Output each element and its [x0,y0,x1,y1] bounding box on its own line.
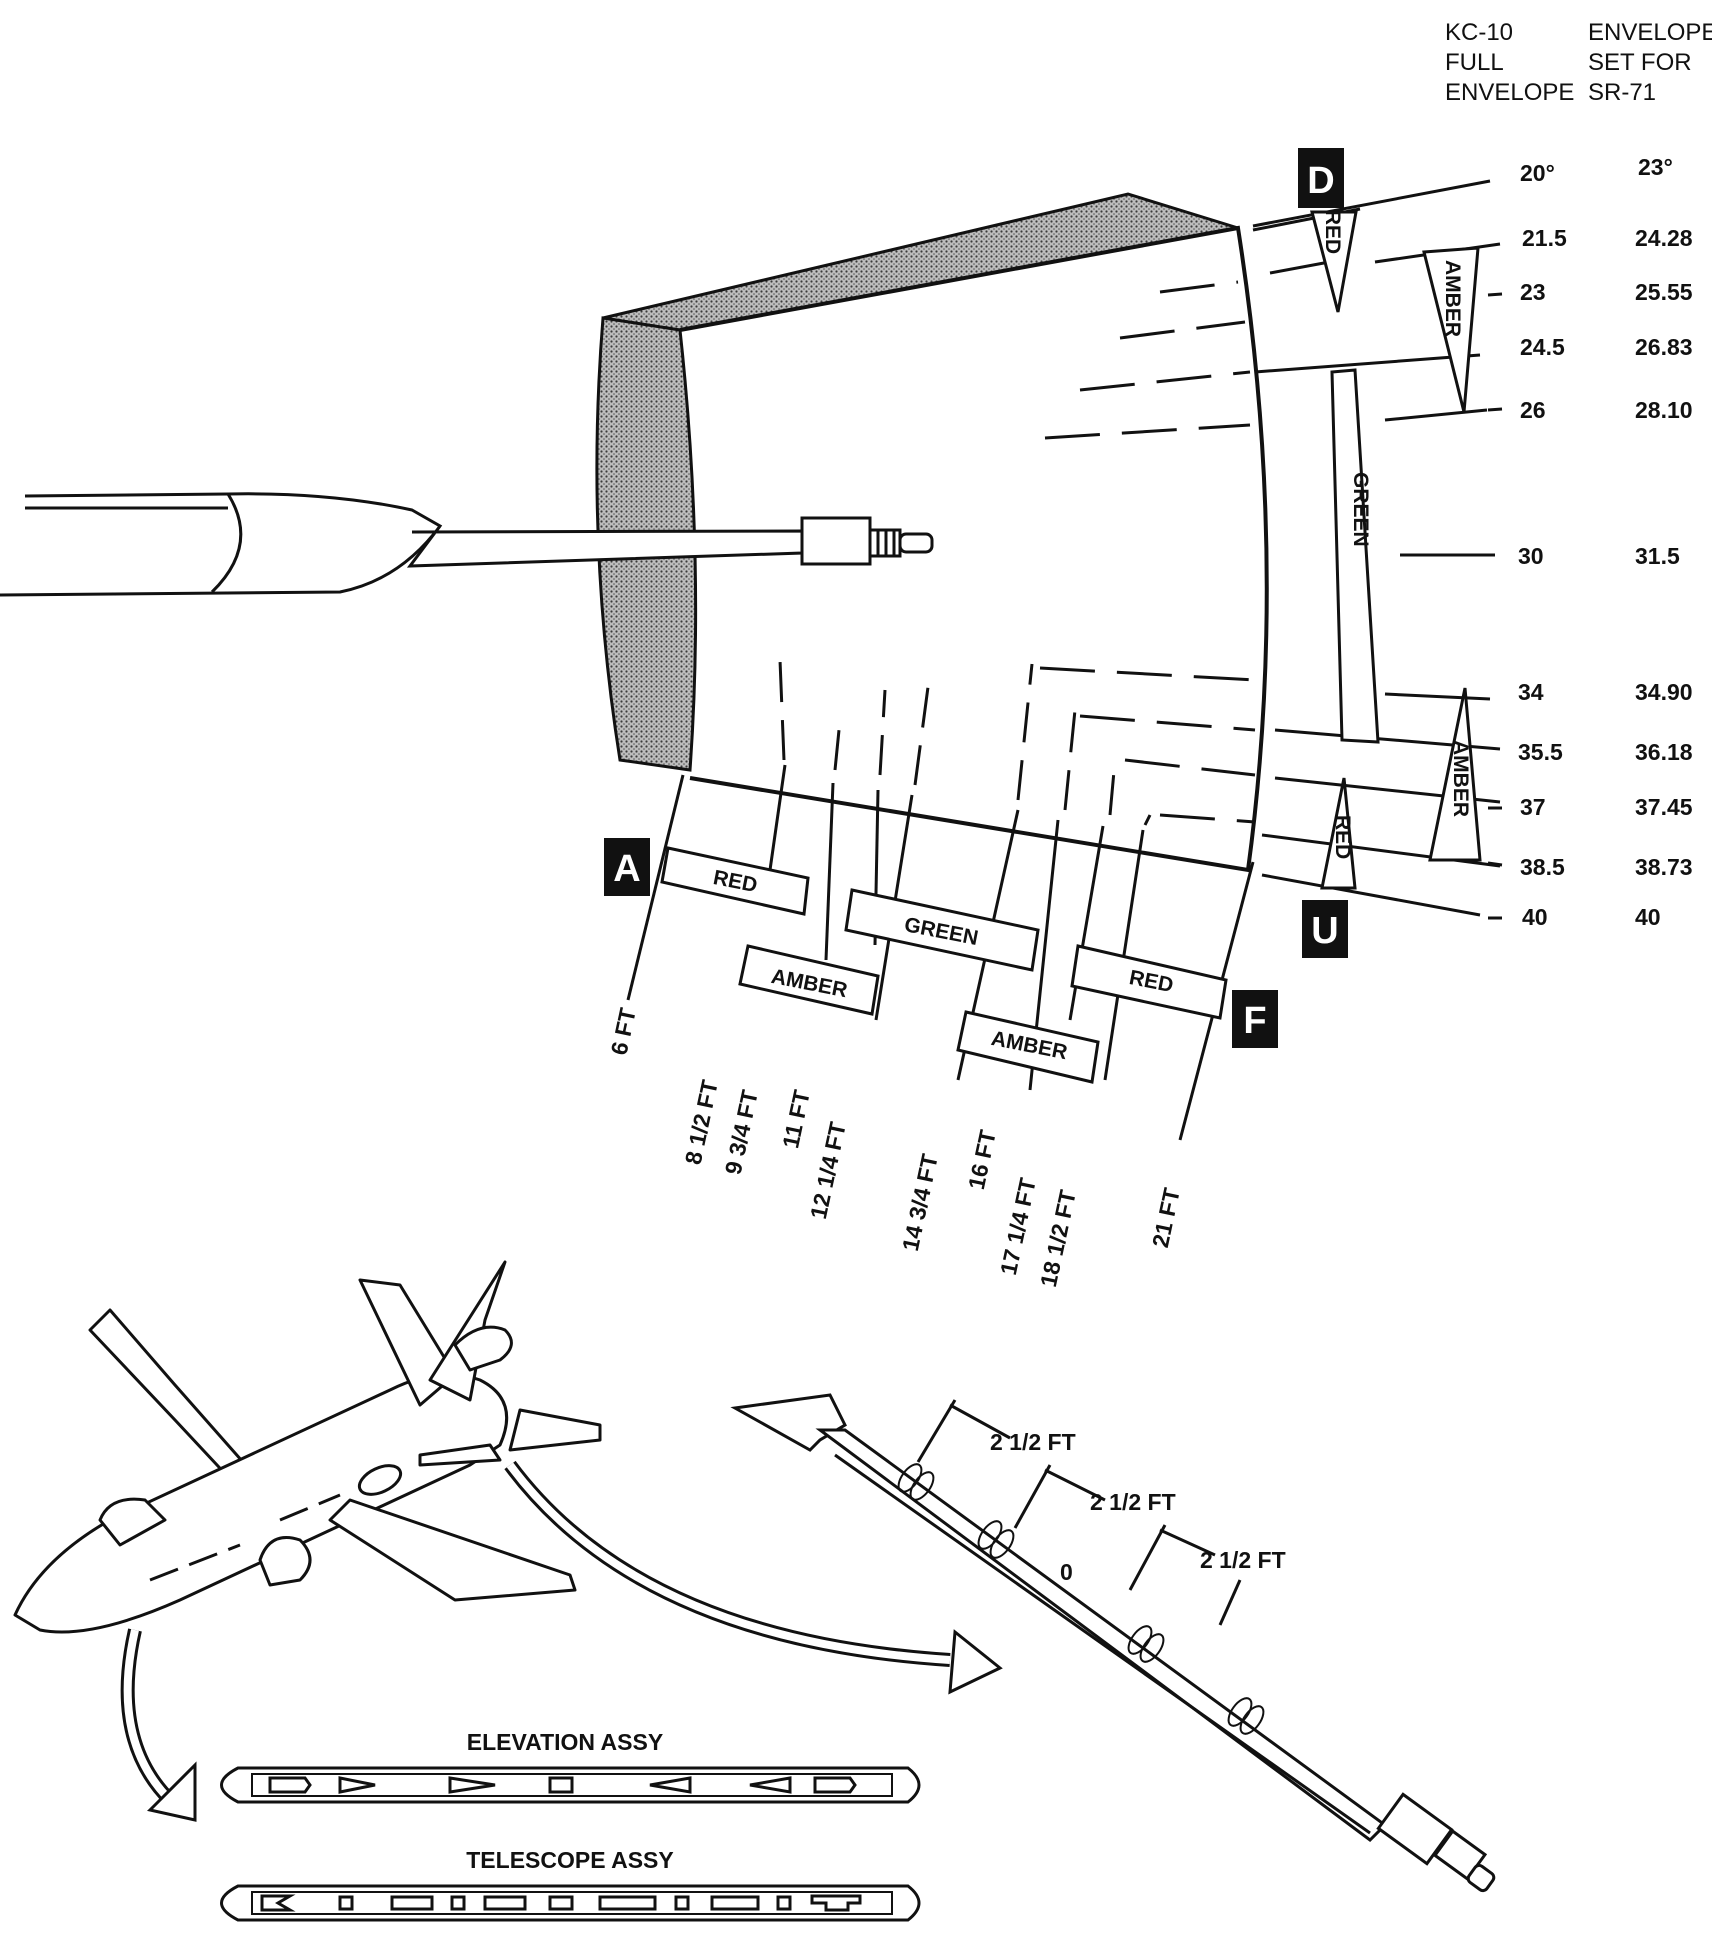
svg-text:GREEN: GREEN [1349,472,1372,547]
extension-zone-red-fwd: RED [1070,944,1228,1020]
extension-tick: 17 1/4 FT [995,1176,1041,1278]
extension-tick-lines [626,764,1255,1141]
boom-spacing-dimensions [916,1399,1242,1626]
sr71-tick: 40 [1635,904,1661,930]
extension-zone-green: GREEN [844,888,1040,972]
svg-text:ENVELOPE: ENVELOPE [1588,19,1712,46]
elevation-dashed-lines [1039,280,1256,824]
extension-zone-amber-aft: AMBER [738,944,880,1016]
vertical-zone-green: GREEN [1330,368,1380,744]
svg-text:ENVELOPE: ENVELOPE [1445,79,1574,106]
kc10-tick: 30 [1518,543,1544,569]
boom-spacing-label: 2 1/2 FT [1090,1489,1176,1515]
vertical-zone-amber-bottom: AMBER [1428,687,1482,862]
svg-text:D: D [1307,160,1334,202]
limit-badge-forward: F [1232,990,1278,1048]
kc10-tick: 40 [1522,904,1548,930]
sr71-tick: 28.10 [1635,397,1693,423]
extension-zone-amber-fwd: AMBER [956,1010,1100,1084]
extension-tick: 21 FT [1147,1186,1185,1250]
svg-text:U: U [1311,910,1338,952]
elevation-assy-bar [220,1766,921,1804]
elevation-kc10-labels: 20° 21.5 23 24.5 26 30 34 35.5 37 38.5 4… [1518,160,1567,930]
sr71-column-header: ENVELOPE SET FOR SR-71 [1588,19,1712,106]
arrow-to-boom-detail [504,1460,1003,1695]
svg-text:AMBER: AMBER [1441,260,1464,337]
boom-telescope-detail [730,1393,1496,1893]
limit-badge-aft: A [604,838,650,896]
kc10-aircraft-illustration [13,1260,602,1634]
svg-text:SET FOR: SET FOR [1588,49,1692,76]
sr71-tick: 36.18 [1635,739,1693,765]
extension-tick: 8 1/2 FT [680,1078,723,1167]
vertical-zone-red-top: RED [1310,210,1358,313]
sr71-tick: 34.90 [1635,679,1693,705]
svg-text:KC-10: KC-10 [1445,19,1513,46]
kc10-tick: 37 [1520,794,1546,820]
kc10-tick: 38.5 [1520,854,1565,880]
extension-tick: 9 3/4 FT [720,1088,763,1177]
svg-text:RED: RED [1331,815,1354,859]
boom-side-view [0,492,934,597]
vertical-zone-amber-top: AMBER [1422,246,1480,413]
limit-badge-up: U [1302,900,1348,958]
vertical-zone-red-bottom: RED [1320,777,1357,890]
svg-text:AMBER: AMBER [1449,740,1472,817]
sr71-tick: 26.83 [1635,334,1693,360]
telescope-assy-bar [220,1884,921,1922]
kc10-column-header: KC-10 FULL ENVELOPE [1445,19,1574,106]
boom-spacing-label: 2 1/2 FT [990,1429,1076,1455]
kc10-tick: 23 [1520,279,1546,305]
sr71-tick: 23° [1638,154,1673,180]
kc10-tick: 20° [1520,160,1555,186]
arrow-to-assemblies [120,1628,197,1822]
kc10-tick: 21.5 [1522,225,1567,251]
extension-tick: 6 FT [606,1006,641,1058]
kc10-tick: 34 [1518,679,1544,705]
svg-text:F: F [1243,1000,1266,1042]
extension-tick: 11 FT [777,1088,815,1151]
elevation-sr71-labels: 23° 24.28 25.55 26.83 28.10 31.5 34.90 3… [1635,154,1693,930]
extension-tick: 18 1/2 FT [1035,1188,1081,1290]
elevation-assy-label: ELEVATION ASSY [467,1729,663,1755]
kc10-tick: 35.5 [1518,739,1563,765]
extension-tick: 14 3/4 FT [897,1152,943,1254]
kc10-tick: 24.5 [1520,334,1565,360]
svg-text:A: A [613,848,640,890]
kc10-tick: 26 [1520,397,1546,423]
svg-text:FULL: FULL [1445,49,1504,76]
extension-dashed-lines [778,659,1152,826]
extension-zone-red-aft: RED [660,846,810,916]
boom-zero-mark: 0 [1060,1559,1073,1585]
svg-text:SR-71: SR-71 [1588,79,1656,106]
extension-tick: 12 1/4 FT [805,1120,851,1222]
telescope-assy-label: TELESCOPE ASSY [466,1847,673,1873]
sr71-tick: 38.73 [1635,854,1693,880]
limit-badge-down: D [1298,148,1344,208]
extension-tick: 16 FT [963,1128,1001,1192]
svg-text:RED: RED [1321,210,1344,254]
sr71-tick: 37.45 [1635,794,1693,820]
sr71-tick: 24.28 [1635,225,1693,251]
boom-spacing-label: 2 1/2 FT [1200,1547,1286,1573]
sr71-tick: 31.5 [1635,543,1680,569]
sr71-tick: 25.55 [1635,279,1693,305]
